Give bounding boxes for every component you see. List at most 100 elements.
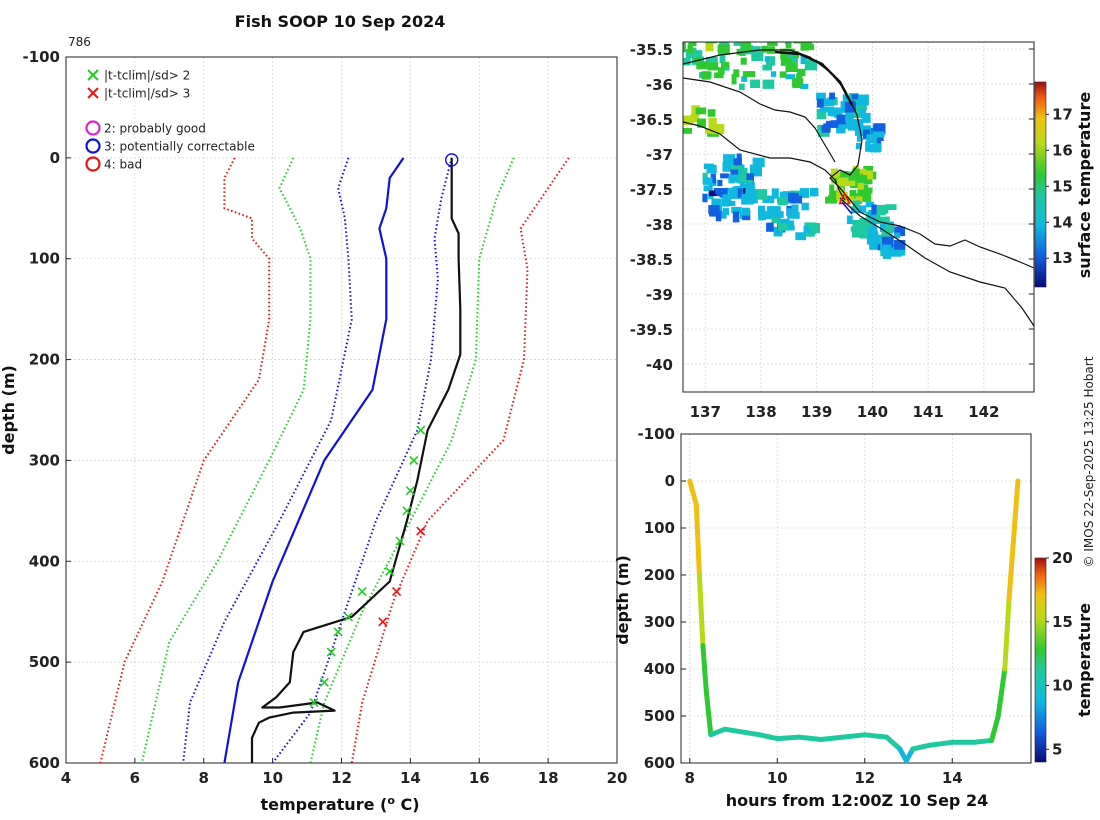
sst-cell [767, 42, 778, 46]
map-coastline [683, 49, 1034, 327]
temperature-colorbar-label: temperature [1075, 603, 1094, 717]
sst-cell [702, 177, 713, 185]
sst-cell [708, 190, 718, 197]
outlier-3sd-point [378, 617, 388, 627]
sst-cell [796, 73, 803, 80]
temperature-colorbar-tick-label: 15 [1052, 613, 1073, 631]
sst-cell [728, 174, 739, 183]
sst-cell [780, 57, 792, 66]
legend-label: 2: probably good [104, 122, 206, 136]
sst-cell [750, 79, 760, 88]
map-x-tick-label: 139 [801, 403, 832, 421]
sst-cell [859, 109, 866, 116]
outlier-2sd-point [309, 697, 319, 708]
sst-cell [882, 244, 892, 256]
profile-x-tick-label: 20 [607, 769, 628, 787]
sst-cell [819, 106, 829, 113]
qc-flag-marker [445, 153, 459, 167]
sst-colorbar-tick-label: 13 [1052, 249, 1073, 267]
series-clim-2sd-left [140, 157, 312, 764]
sst-cell [725, 31, 736, 37]
sst-cell [703, 32, 713, 40]
sst-cell [683, 57, 691, 66]
sst-cell [792, 78, 802, 89]
sst-cell [799, 188, 810, 198]
sst-cell [842, 94, 848, 104]
legend-cross-marker [87, 69, 99, 81]
sst-cell [695, 107, 707, 115]
tow-path-segment [884, 734, 903, 752]
sst-cell [795, 232, 806, 241]
tow-path-segment [862, 732, 890, 740]
temperature-colorbar-tick-label: 10 [1052, 677, 1073, 695]
sst-cell [720, 173, 730, 179]
profile-x-tick-label: 4 [61, 769, 71, 787]
outlier-2sd-point [357, 586, 367, 597]
tow-path-segment [989, 713, 1001, 743]
sst-cell [756, 189, 768, 200]
sst-cell [729, 189, 737, 199]
profile-x-tick-label: 8 [199, 769, 209, 787]
sst-cell [752, 157, 765, 168]
sst-cell [696, 61, 709, 70]
sst-cell [884, 224, 894, 234]
sst-cell [810, 187, 819, 197]
sst-cell [718, 211, 727, 219]
transect-x-tick-label: 14 [942, 769, 963, 787]
sst-cell [830, 108, 841, 117]
profile-id: 786 [68, 35, 91, 49]
sst-cell [846, 196, 855, 203]
sst-cell [821, 125, 831, 133]
map-y-tick-label: -39 [646, 286, 673, 304]
sst-cell [816, 109, 827, 120]
sst-cell [865, 141, 871, 152]
sst-cell [714, 29, 726, 35]
sst-cell [829, 184, 835, 196]
sst-cell [734, 31, 746, 42]
sst-cell [785, 74, 796, 80]
tow-path-segment [1002, 596, 1012, 672]
sst-cell [863, 165, 873, 175]
sst-cell [730, 169, 739, 178]
map-gridlines [683, 42, 1034, 392]
sst-cell [733, 42, 743, 46]
sst-cell [879, 216, 890, 224]
profile-y-tick-label: 500 [29, 653, 60, 671]
outlier-3sd-point [416, 526, 426, 536]
profile-y-tick-label: -100 [22, 48, 60, 66]
sst-cell [762, 64, 773, 71]
sst-cell [766, 222, 774, 232]
outlier-2sd-point [405, 486, 415, 496]
sst-cell [691, 50, 703, 57]
series-clim-mean [223, 157, 405, 764]
sst-cell [703, 185, 713, 192]
sst-cell [894, 240, 906, 250]
tow-path-segment [722, 726, 763, 738]
sst-cell [741, 194, 754, 205]
sst-cell [805, 226, 811, 233]
sst-cell [876, 208, 889, 214]
map-x-tick-label: 141 [912, 403, 943, 421]
sst-cell [731, 206, 742, 214]
sst-cell [759, 211, 772, 220]
sst-cell [687, 43, 694, 54]
transect-x-tick-label: 8 [685, 769, 695, 787]
sst-cell [787, 208, 793, 219]
transect-y-tick-label: 600 [644, 754, 675, 772]
tow-path-segment [1011, 478, 1021, 531]
series-clim-3sd-right [350, 157, 570, 764]
sst-cell [685, 48, 697, 59]
sst-cell [790, 195, 803, 204]
legend-cross-marker [87, 87, 99, 99]
sst-cell [732, 186, 742, 197]
temperature-colorbar-tick-label: 5 [1052, 740, 1062, 758]
outlier-2sd-point [326, 647, 336, 657]
sst-cell [851, 94, 858, 100]
sst-cell [771, 216, 781, 224]
sst-cell [788, 31, 795, 37]
map-x-ticks: 137 138 139 140 141 142 [690, 403, 1000, 421]
sst-cell [816, 92, 826, 101]
sst-cell [816, 98, 824, 108]
map-x-tick-label: 140 [857, 403, 888, 421]
sst-cell [708, 118, 717, 128]
